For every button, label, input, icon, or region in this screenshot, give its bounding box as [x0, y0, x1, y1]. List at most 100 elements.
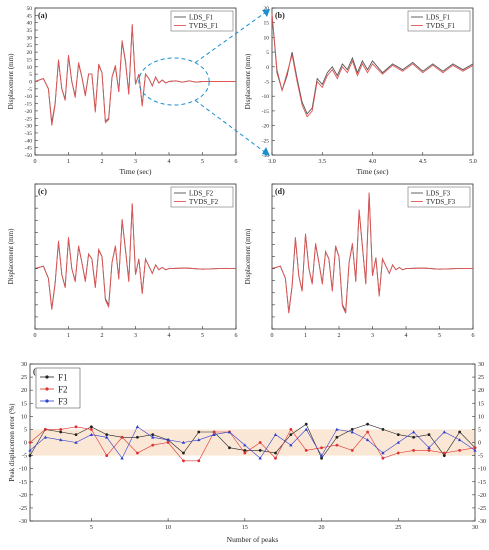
x-tick-label-b: 4.0	[369, 159, 377, 165]
data-point-f2	[442, 451, 446, 455]
y-tick-label-a: 40	[27, 21, 33, 27]
series-line-e-1	[29, 423, 476, 459]
x-tick-label-d: 4	[405, 333, 408, 339]
x-tick-label-c: 0	[34, 333, 37, 339]
data-point-f1	[136, 435, 139, 439]
y-tick-label-b: -15	[262, 109, 270, 115]
data-point-f2	[151, 443, 155, 447]
data-point-f2	[74, 425, 78, 429]
y-tick-label-a: 45	[27, 13, 33, 19]
data-point-f3	[319, 453, 324, 457]
y-tick-label-right-e: 20	[478, 388, 484, 394]
x-tick-label-d: 3	[371, 333, 374, 339]
data-point-f1	[442, 454, 446, 457]
y-tick-label-e: 15	[21, 401, 27, 407]
legend-label-d: TVDS_F3	[426, 198, 456, 206]
y-tick-label-e: 5	[24, 427, 27, 433]
x-tick-label-e: 25	[395, 525, 401, 531]
legend-box-d	[407, 186, 471, 208]
data-point-f2	[396, 451, 400, 455]
data-point-f2	[243, 451, 247, 455]
data-point-f2	[182, 459, 185, 463]
data-point-f1	[59, 430, 63, 434]
data-point-f3	[212, 432, 216, 436]
y-tick-label-e: 0	[24, 441, 27, 447]
x-tick-label-e: 10	[165, 525, 171, 531]
x-axis-label-e: Number of peaks	[227, 535, 279, 544]
y-tick-label-a: -10	[25, 94, 33, 100]
data-point-f1	[396, 433, 400, 437]
data-point-f1	[28, 454, 32, 457]
data-point-f2	[289, 428, 293, 431]
legend-box-b	[407, 10, 471, 32]
panel-label-c: (c)	[38, 187, 47, 196]
y-tick-label-right-e: 15	[478, 401, 484, 407]
data-point-f3	[243, 443, 247, 447]
data-point-f3	[365, 438, 370, 442]
x-tick-label-a: 2	[101, 159, 104, 165]
panel-label-d: (d)	[275, 187, 285, 196]
series-line-d-1	[271, 193, 473, 313]
y-tick-label-b: 10	[264, 35, 270, 41]
series-line-c-1	[34, 204, 236, 309]
data-point-f2	[136, 451, 139, 455]
y-tick-label-b: -30	[262, 153, 270, 159]
legend-label-e: F1	[58, 373, 68, 383]
y-tick-label-right-e: -15	[478, 480, 486, 486]
y-tick-label-right-e: 5	[478, 427, 481, 433]
y-tick-label-a: -30	[25, 124, 33, 130]
data-point-f1	[105, 433, 109, 437]
y-tick-label-b: 0	[266, 65, 269, 71]
data-point-f1	[151, 433, 155, 437]
y-tick-label-a: -45	[25, 146, 33, 152]
y-tick-label-right-e: 0	[478, 441, 481, 447]
legend-box-c	[170, 186, 234, 208]
data-point-f3	[58, 438, 63, 442]
x-tick-label-c: 5	[201, 333, 204, 339]
data-point-f3	[105, 435, 109, 439]
y-tick-label-right-e: 30	[478, 362, 484, 368]
legend-marker-e	[45, 387, 49, 391]
y-tick-label-a: 50	[27, 6, 33, 12]
legend-label-c: TVDS_F2	[189, 198, 219, 206]
legend-marker-e	[45, 399, 49, 403]
x-tick-label-a: 0	[34, 159, 37, 165]
y-tick-label-b: 20	[264, 6, 270, 12]
x-tick-label-c: 3	[134, 333, 137, 339]
data-point-f2	[304, 448, 308, 452]
y-tick-label-b: 15	[264, 21, 270, 27]
x-tick-label-d: 5	[438, 333, 441, 339]
y-tick-label-a: -50	[25, 153, 33, 159]
data-point-f3	[43, 435, 48, 439]
y-tick-label-a: 0	[29, 80, 32, 86]
legend-label-a: LDS_F1	[189, 14, 214, 22]
y-tick-label-a: 15	[27, 57, 33, 63]
series-line-e-3	[29, 426, 476, 459]
y-tick-label-right-e: -20	[478, 493, 486, 499]
legend-label-b: LDS_F1	[426, 14, 451, 22]
data-point-f3	[396, 440, 400, 444]
panel-label-a: (a)	[38, 11, 48, 20]
series-line-b-1	[271, 13, 474, 115]
x-tick-label-c: 1	[67, 333, 70, 339]
data-point-f1	[304, 422, 308, 426]
y-tick-label-e: -20	[19, 493, 27, 499]
legend-box-a	[170, 10, 234, 32]
series-line-c-2	[34, 203, 236, 310]
series-line-d-2	[271, 192, 473, 314]
x-tick-label-d: 6	[472, 333, 475, 339]
data-point-f2	[427, 448, 431, 452]
data-point-f1	[243, 448, 247, 452]
y-tick-label-b: 5	[266, 50, 269, 56]
data-point-f1	[274, 451, 277, 455]
data-point-f2	[320, 446, 323, 450]
x-tick-label-c: 6	[235, 333, 238, 339]
data-point-f3	[151, 435, 155, 439]
x-tick-label-a: 1	[67, 159, 70, 165]
x-tick-label-b: 4.5	[419, 159, 427, 165]
y-tick-label-a: -5	[27, 87, 32, 93]
data-point-f3	[166, 438, 170, 442]
data-point-f3	[381, 451, 385, 455]
data-point-f1	[197, 430, 201, 434]
zoom-arrowhead-bottom	[262, 147, 270, 156]
